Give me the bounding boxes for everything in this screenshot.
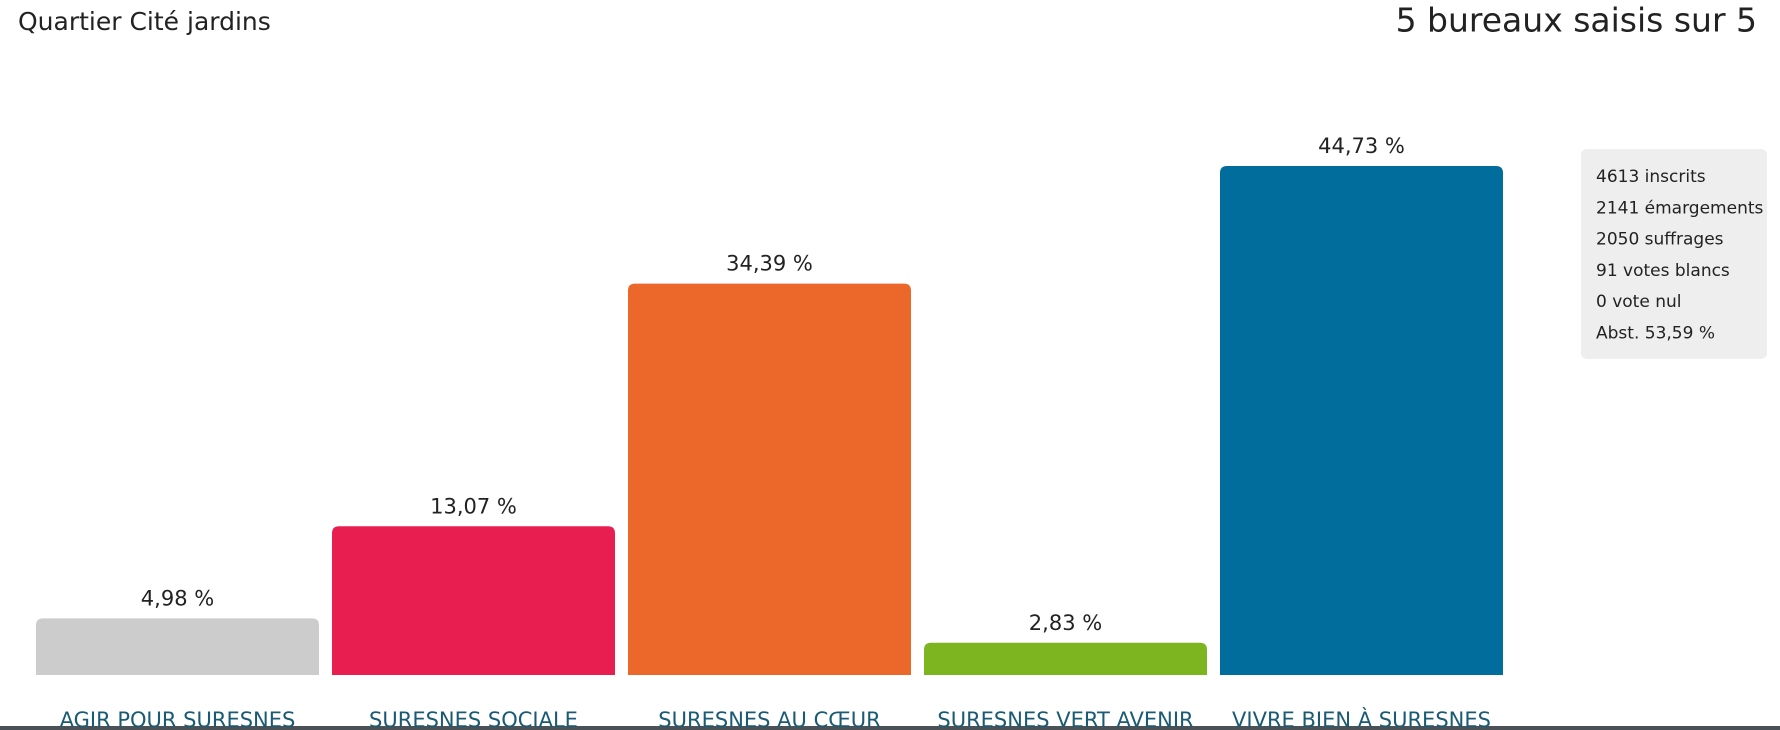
bar xyxy=(924,642,1207,675)
bottom-bar xyxy=(0,726,1780,730)
value-label: 2,83 % xyxy=(1029,611,1102,635)
category-label[interactable]: AGIR POUR SURESNES xyxy=(60,708,296,730)
value-label: 4,98 % xyxy=(141,586,214,610)
stat-line: 2141 émargements xyxy=(1596,198,1764,218)
stat-line: Abst. 53,59 % xyxy=(1596,324,1715,344)
chart-title: Quartier Cité jardins xyxy=(18,7,271,36)
category-label[interactable]: SURESNES SOCIALE xyxy=(369,708,578,730)
category-label[interactable]: SURESNES VERT AVENIR xyxy=(937,708,1193,730)
chart-subtitle: 5 bureaux saisis sur 5 xyxy=(1396,1,1757,40)
category-label[interactable]: SURESNES AU CŒUR xyxy=(658,708,880,730)
stat-line: 91 votes blancs xyxy=(1596,261,1730,281)
value-label: 34,39 % xyxy=(726,252,813,276)
stat-line: 0 vote nul xyxy=(1596,292,1681,312)
bar xyxy=(36,618,319,675)
stats-box xyxy=(1581,149,1767,359)
stat-line: 4613 inscrits xyxy=(1596,167,1706,187)
bar xyxy=(1220,165,1503,675)
value-label: 44,73 % xyxy=(1318,134,1405,158)
bar xyxy=(332,526,615,675)
stat-line: 2050 suffrages xyxy=(1596,230,1724,250)
category-label[interactable]: VIVRE BIEN À SURESNES xyxy=(1232,707,1491,730)
value-label: 13,07 % xyxy=(430,494,517,518)
bar xyxy=(628,283,911,675)
